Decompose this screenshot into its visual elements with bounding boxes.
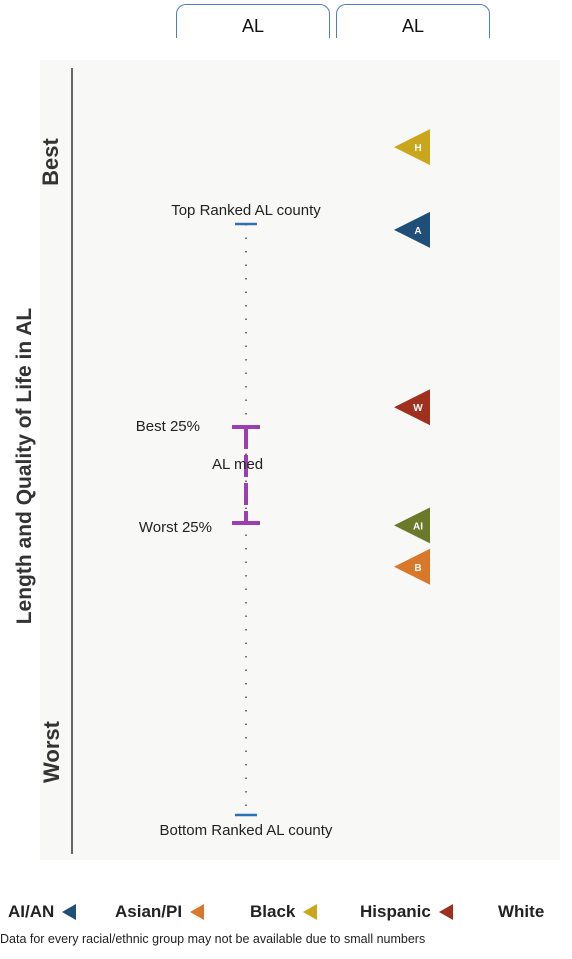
- marker-code-hispanic: H: [414, 143, 421, 154]
- legend-label-ai-an: AI/AN: [8, 902, 55, 921]
- marker-asian-pi: [394, 211, 430, 248]
- legend-item-white: White: [498, 902, 544, 922]
- marker-hispanic: [394, 129, 430, 166]
- legend-item-hispanic: Hispanic: [360, 902, 455, 922]
- legend-label-hispanic: Hispanic: [360, 902, 431, 921]
- triangle-marker-icon: [62, 904, 77, 920]
- worst25-label: Worst 25%: [139, 519, 212, 536]
- triangle-marker-icon: [303, 904, 318, 920]
- legend-item-asian-pi: Asian/PI: [115, 902, 206, 922]
- column-header-2-label: AL: [401, 16, 425, 36]
- column-header-2: AL: [336, 4, 490, 38]
- column-header-1-label: AL: [241, 16, 265, 36]
- marker-code-white: W: [413, 403, 423, 414]
- legend: AI/AN Asian/PI Black Hispanic White: [0, 902, 572, 928]
- footnote: Data for every racial/ethnic group may n…: [0, 932, 426, 946]
- plot-background: [40, 60, 560, 860]
- bottom-county-label: Bottom Ranked AL county: [160, 822, 333, 839]
- marker-code-black: B: [414, 563, 421, 574]
- legend-item-ai-an: AI/AN: [8, 902, 78, 922]
- top-county-label: Top Ranked AL county: [171, 202, 321, 219]
- triangle-marker-icon: [190, 904, 205, 920]
- legend-marker-hispanic-shape: [303, 904, 318, 920]
- marker-black: [394, 548, 430, 585]
- marker-ai-an: [394, 507, 430, 544]
- median-label: AL med: [212, 456, 263, 473]
- legend-label-asian-pi: Asian/PI: [115, 902, 183, 921]
- legend-marker-white-shape: [438, 904, 453, 920]
- marker-code-asian-pi: A: [414, 226, 421, 237]
- best25-label: Best 25%: [136, 418, 200, 435]
- marker-white: [394, 389, 430, 426]
- legend-item-black: Black: [250, 902, 319, 922]
- marker-code-ai-an: AI: [413, 521, 423, 532]
- legend-marker-black-shape: [190, 904, 205, 920]
- legend-label-black: Black: [250, 902, 296, 921]
- rank-chart: Top Ranked AL county Bottom Ranked AL cou…: [136, 129, 430, 839]
- triangle-marker-icon: [438, 904, 453, 920]
- legend-label-white: White: [498, 902, 545, 921]
- column-header-1: AL: [176, 4, 330, 38]
- y-axis-line: [71, 68, 73, 854]
- legend-marker-asian-pi-shape: [62, 904, 77, 920]
